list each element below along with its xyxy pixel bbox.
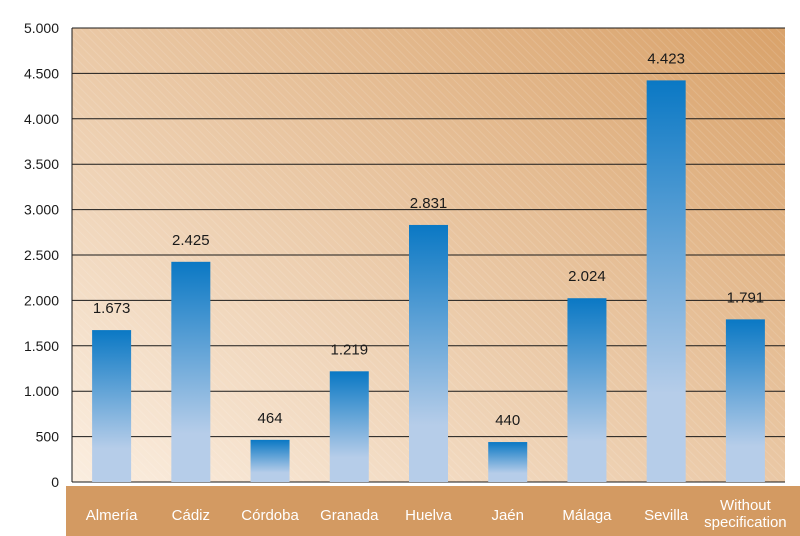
bars xyxy=(92,80,765,483)
category-band xyxy=(66,486,800,536)
data-label: 2.425 xyxy=(172,232,210,249)
data-label: 2.831 xyxy=(410,195,448,212)
bar xyxy=(171,261,211,482)
data-label: 1.673 xyxy=(93,300,131,317)
data-label: 2.024 xyxy=(568,268,606,285)
bar xyxy=(646,80,686,482)
bar xyxy=(567,298,607,482)
y-tick-label: 1.500 xyxy=(24,338,59,354)
bar xyxy=(329,371,369,482)
data-label: 440 xyxy=(495,412,520,429)
category-label: Jaén xyxy=(491,507,524,524)
y-tick-label: 5.000 xyxy=(24,20,59,36)
y-tick-label: 2.000 xyxy=(24,292,59,308)
y-tick-label: 4.500 xyxy=(24,65,59,81)
category-label: Without xyxy=(720,497,772,514)
bar xyxy=(92,330,132,482)
data-label: 1.791 xyxy=(727,289,765,306)
bar xyxy=(725,319,765,482)
y-tick-label: 3.000 xyxy=(24,202,59,218)
category-label: Granada xyxy=(320,507,379,524)
bar xyxy=(409,224,448,483)
category-label: Sevilla xyxy=(644,507,689,524)
y-tick-label: 2.500 xyxy=(24,247,59,263)
y-tick-label: 1.000 xyxy=(24,383,59,399)
y-tick-label: 4.000 xyxy=(24,111,59,127)
data-label: 4.423 xyxy=(647,50,685,67)
bar xyxy=(250,439,290,482)
y-tick-label: 3.500 xyxy=(24,156,59,172)
category-label: Huelva xyxy=(405,507,452,524)
category-label: Almería xyxy=(86,507,138,524)
x-axis-category-labels: Almería Cádiz Córdoba Granada Huelva Jaén Mála… xyxy=(86,497,787,531)
category-label: Málaga xyxy=(562,507,612,524)
category-label: Cádiz xyxy=(172,507,210,524)
category-label: Córdoba xyxy=(241,507,299,524)
category-label: specification xyxy=(704,514,787,531)
y-axis-tick-labels: 0 500 1.000 1.500 2.000 2.500 3.000 3.500 4.000 4… xyxy=(24,20,59,490)
data-label: 464 xyxy=(258,410,283,427)
bar xyxy=(488,442,528,482)
y-tick-label: 500 xyxy=(36,429,60,445)
y-tick-label: 0 xyxy=(51,474,59,490)
data-labels: 1.673 2.425 464 1.219 2.831 440 2.024 4.423 1.79… xyxy=(93,50,764,429)
data-label: 1.219 xyxy=(331,341,369,358)
